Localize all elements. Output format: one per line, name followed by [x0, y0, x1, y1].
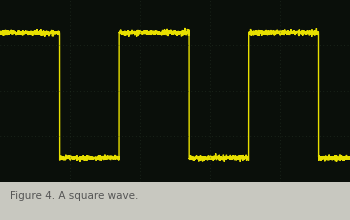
Text: Figure 4. A square wave.: Figure 4. A square wave.	[10, 191, 139, 201]
